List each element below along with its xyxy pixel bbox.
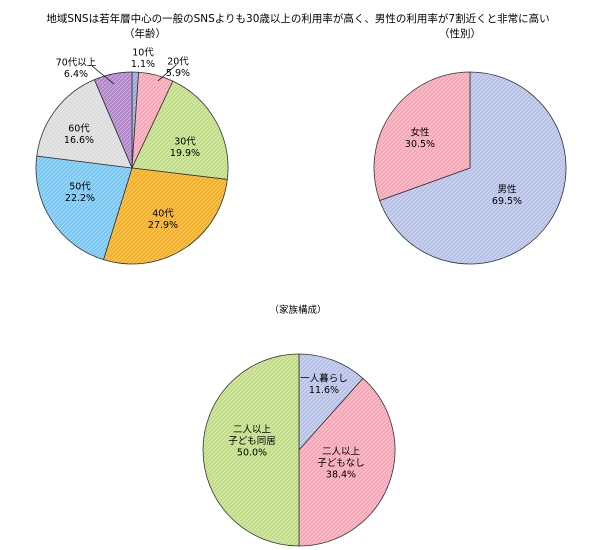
family-pie-title: （家族構成） <box>269 304 326 316</box>
slice-percent-label: 27.9% <box>148 220 178 231</box>
slice-percent-label: 6.4% <box>64 69 88 80</box>
slice-percent-label: 1.1% <box>131 59 155 70</box>
pie-slice <box>36 79 133 169</box>
slice-category-label: 一人暮らし <box>300 372 348 384</box>
slice-percent-label: 11.6% <box>309 385 339 396</box>
family-pie-chart: （家族構成） 一人暮らし11.6%二人以上子どもなし38.4%二人以上子ども同居… <box>202 304 396 547</box>
slice-category-label: 70代以上 <box>56 57 97 68</box>
pie-slice <box>35 155 133 261</box>
slice-percent-label: 22.2% <box>65 193 95 204</box>
slice-category-label: 二人以上 <box>233 425 272 436</box>
pie-slice <box>202 353 300 547</box>
slice-percent-label: 5.9% <box>166 68 190 79</box>
slice-category-label: 50代 <box>69 181 91 192</box>
pie-slice <box>379 71 567 265</box>
slice-percent-label: 69.5% <box>492 196 522 207</box>
leader-line <box>157 64 177 82</box>
pie-slice <box>298 353 364 452</box>
age-pie-title: （年齢） <box>124 27 166 40</box>
slice-category-label: 20代 <box>167 56 189 67</box>
slice-category-label: 男性 <box>497 183 517 195</box>
gender-pie-title: （性別） <box>439 27 481 40</box>
slice-category-label: 女性 <box>410 126 430 138</box>
slice-percent-label: 38.4% <box>326 470 356 481</box>
slice-category-label: 40代 <box>152 208 174 219</box>
pie-slice <box>373 71 471 202</box>
slice-percent-label: 50.0% <box>237 448 267 459</box>
slice-category-label: 30代 <box>174 136 196 147</box>
slice-category-label: 子どもなし <box>317 458 365 469</box>
pie-slice <box>102 167 228 265</box>
pie-slice <box>93 71 133 169</box>
chart-title: 地域SNSは若年層中心の一般のSNSよりも30歳以上の利用率が高く、男性の利用率… <box>46 12 549 25</box>
slice-category-label: 60代 <box>68 123 90 134</box>
slice-category-label: 10代 <box>132 47 154 58</box>
slice-category-label: 子ども同居 <box>228 436 276 447</box>
slice-category-label: 二人以上 <box>322 447 361 458</box>
leader-line <box>91 65 115 85</box>
slice-percent-label: 30.5% <box>405 139 435 150</box>
pie-slice <box>131 80 229 180</box>
slice-percent-label: 19.9% <box>170 148 200 159</box>
slice-percent-label: 16.6% <box>64 135 94 146</box>
pie-slice <box>298 377 396 547</box>
